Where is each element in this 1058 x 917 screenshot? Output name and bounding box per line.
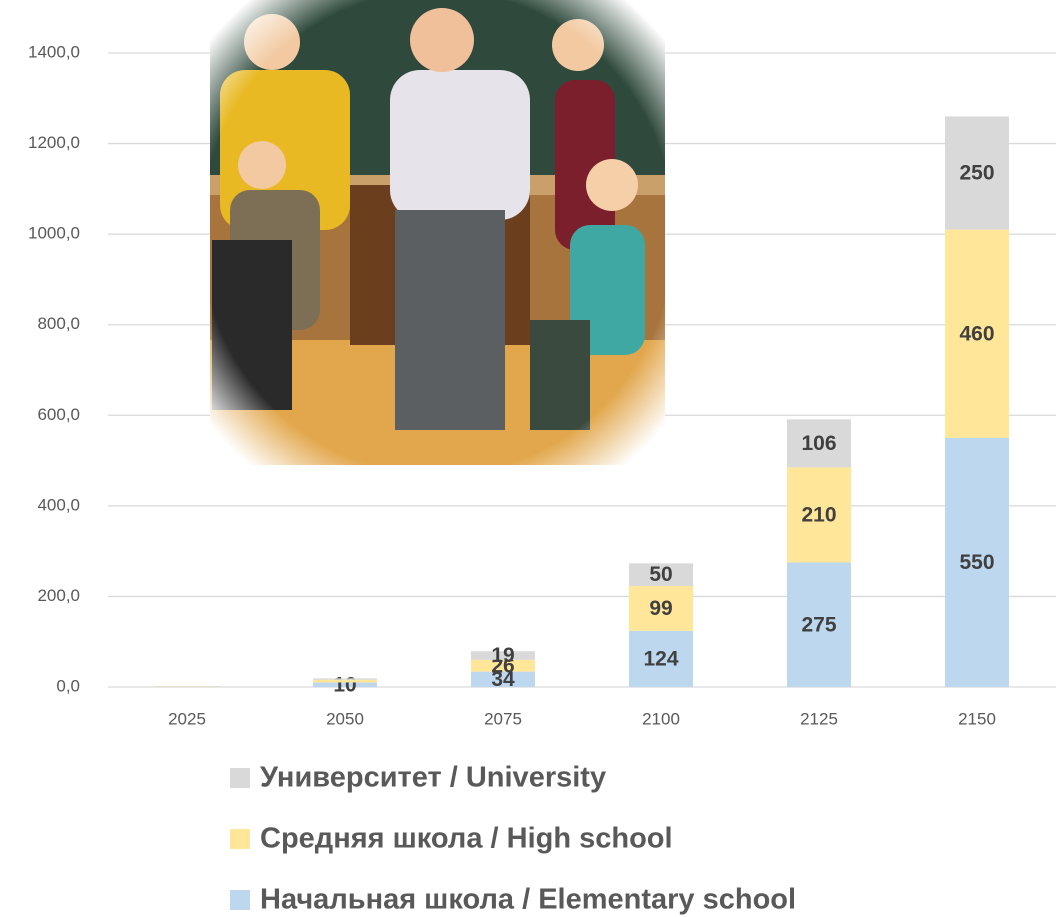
legend-label: Средняя школа / High school xyxy=(260,823,673,855)
y-tick-label: 600,0 xyxy=(37,405,80,424)
bar-segment xyxy=(787,467,851,563)
data-label: 50 xyxy=(649,563,672,586)
bar-segment xyxy=(471,671,535,687)
y-tick-label: 0,0 xyxy=(56,676,80,695)
bar-segment xyxy=(945,116,1009,230)
bar-segment xyxy=(313,682,377,687)
data-label: 10 xyxy=(333,673,356,696)
bar-segment xyxy=(787,419,851,468)
bar-segment xyxy=(313,679,377,683)
y-tick-label: 1200,0 xyxy=(28,133,80,152)
y-tick-label: 800,0 xyxy=(37,314,80,333)
y-tick-label: 400,0 xyxy=(37,495,80,514)
data-label: 550 xyxy=(959,551,994,574)
legend: Университет / University Средняя школа / … xyxy=(230,762,796,916)
bar-segment xyxy=(787,562,851,687)
data-label: 99 xyxy=(649,597,672,620)
x-tick-label: 2025 xyxy=(168,709,206,728)
legend-label: Начальная школа / Elementary school xyxy=(260,884,796,916)
data-label: 210 xyxy=(801,503,836,526)
x-tick-label: 2075 xyxy=(484,709,522,728)
bar-segment xyxy=(313,678,377,680)
data-label: 250 xyxy=(959,162,994,185)
data-label: 26 xyxy=(491,654,514,677)
legend-swatch xyxy=(230,768,250,788)
y-tick-label: 200,0 xyxy=(37,586,80,605)
bar-segment xyxy=(629,563,693,587)
x-tick-label: 2150 xyxy=(958,709,996,728)
data-label: 19 xyxy=(491,644,514,667)
bar-segment xyxy=(629,630,693,687)
x-tick-label: 2050 xyxy=(326,709,364,728)
bar-segment xyxy=(945,229,1009,438)
y-tick-label: 1400,0 xyxy=(28,42,80,61)
legend-label: Университет / University xyxy=(260,762,606,794)
data-label: 106 xyxy=(801,432,836,455)
bar-segment xyxy=(629,586,693,631)
data-label: 124 xyxy=(643,647,678,670)
data-label: 460 xyxy=(959,322,994,345)
classroom-illustration xyxy=(210,0,665,465)
x-tick-label: 2125 xyxy=(800,709,838,728)
bar-segment xyxy=(471,651,535,660)
bar-segment xyxy=(471,659,535,672)
x-tick-label: 2100 xyxy=(642,709,680,728)
bar-segment xyxy=(945,437,1009,687)
legend-swatch xyxy=(230,890,250,910)
legend-swatch xyxy=(230,829,250,849)
y-tick-label: 1000,0 xyxy=(28,224,80,243)
data-label: 34 xyxy=(491,668,515,691)
data-label: 275 xyxy=(801,613,836,636)
